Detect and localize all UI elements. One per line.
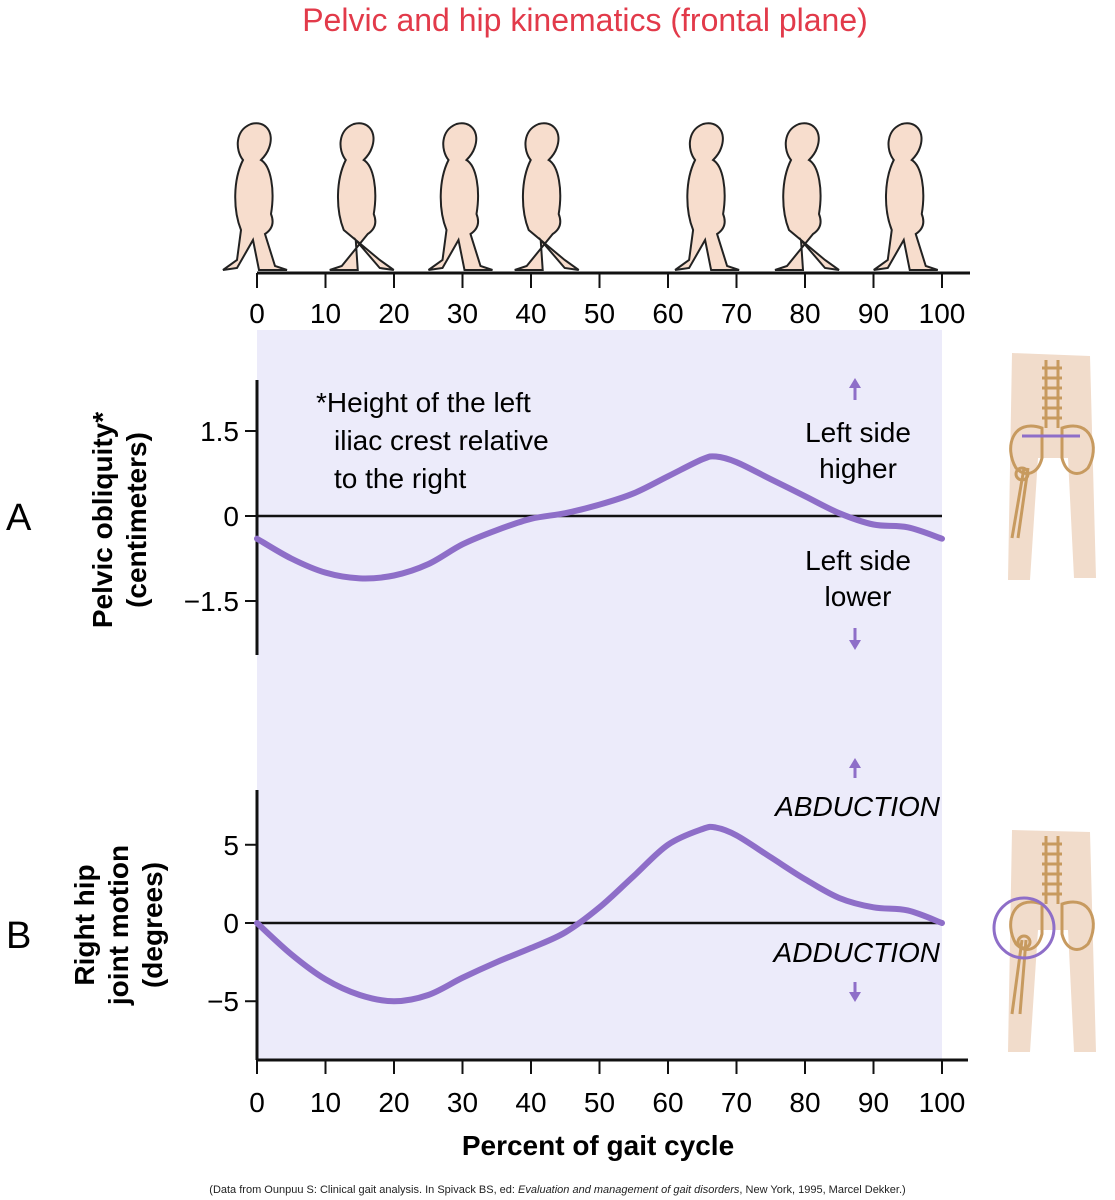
top-tick-label: 80 [789, 298, 820, 329]
panel-a-note-line2: iliac crest relative [334, 425, 549, 456]
panel-b-y-tick-label: 5 [223, 830, 239, 861]
panel-a-y-tick-label: 0 [223, 501, 239, 532]
chart-background-band [257, 330, 942, 1060]
top-tick-label: 60 [652, 298, 683, 329]
top-x-axis: 0 10 20 30 40 50 60 70 80 90 100 [249, 271, 970, 329]
bottom-x-axis: Percent of gait cycle 0 10 20 30 40 50 60 70 80 9… [249, 1058, 968, 1161]
bottom-tick-label: 20 [378, 1087, 409, 1118]
panel-a-note-line1: *Height of the left [316, 387, 531, 418]
arrow-down-icon [849, 982, 861, 1002]
top-tick-label: 20 [378, 298, 409, 329]
hip-joint-circle-icon [992, 830, 1096, 1052]
bottom-tick-label: 80 [789, 1087, 820, 1118]
panel-a-pelvic-obliquity: A Pelvic obliquity* (centimeters) *Heigh… [6, 378, 945, 655]
adduction-label: ADDUCTION [772, 937, 941, 968]
walking-figure-body [427, 122, 493, 271]
top-tick-label: 70 [721, 298, 752, 329]
bottom-tick-label: 10 [310, 1087, 341, 1118]
panel-a-ylabel-line2: (centimeters) [121, 432, 152, 608]
panel-a-curve [254, 453, 945, 582]
top-tick-label: 10 [310, 298, 341, 329]
bottom-tick-label: 40 [515, 1087, 546, 1118]
panel-a-y-tick-label: −1.5 [184, 586, 239, 617]
walking-figure-body [329, 122, 395, 271]
panel-b-ylabel-line3: (degrees) [137, 862, 168, 988]
left-side-higher-line2: higher [819, 453, 897, 484]
bottom-tick-label: 70 [721, 1087, 752, 1118]
panel-a-y-tick-label: 1.5 [200, 416, 239, 447]
source-caption: (Data from Ounpuu S: Clinical gait analy… [0, 1184, 1115, 1196]
bottom-tick-label: 100 [919, 1087, 966, 1118]
top-tick-label: 50 [584, 298, 615, 329]
panel-a-letter: A [6, 497, 32, 539]
caption-part2: , New York, 1995, Marcel Dekker.) [739, 1184, 906, 1196]
top-tick-label: 30 [447, 298, 478, 329]
arrow-down-icon [849, 628, 861, 650]
panel-a-note-line3: to the right [334, 463, 467, 494]
panel-b-y-tick-label: 0 [223, 908, 239, 939]
top-tick-label: 0 [249, 298, 265, 329]
walking-figure-body [674, 122, 740, 271]
panel-b-letter: B [6, 915, 31, 957]
walking-figure-icon [774, 122, 840, 271]
walking-figure-body [222, 122, 288, 271]
left-side-lower-line2: lower [825, 581, 892, 612]
arrow-up-icon [849, 378, 861, 400]
figure-title: Pelvic and hip kinematics (frontal plane… [302, 2, 868, 38]
left-side-higher-line1: Left side [805, 417, 911, 448]
panel-b-curve [254, 823, 945, 1005]
bottom-tick-label: 0 [249, 1087, 265, 1118]
walking-figure-icon [873, 122, 939, 271]
walking-figure-icon [674, 122, 740, 271]
arrow-up-icon [849, 758, 861, 778]
walking-figure-icon [514, 122, 580, 271]
panel-b-ylabel-line2: joint motion [103, 845, 134, 1006]
top-tick-label: 40 [515, 298, 546, 329]
abduction-label: ABDUCTION [773, 791, 941, 822]
walking-figure-body [774, 122, 840, 271]
top-tick-label: 90 [858, 298, 889, 329]
walking-figures-strip [222, 122, 939, 271]
walking-figure-icon [222, 122, 288, 271]
walking-figure-icon [427, 122, 493, 271]
panel-b-hip-motion: B Right hip joint motion (degrees) ABDUC… [6, 758, 945, 1060]
bottom-tick-label: 60 [652, 1087, 683, 1118]
pelvis-skeleton-icon [1008, 353, 1096, 580]
panel-b-ylabel-line1: Right hip [69, 864, 100, 985]
panel-a-ylabel-line1: Pelvic obliquity* [87, 412, 118, 628]
panel-b-y-tick-label: −5 [207, 986, 239, 1017]
x-axis-label: Percent of gait cycle [462, 1130, 734, 1161]
caption-part1: (Data from Ounpuu S: Clinical gait analy… [209, 1184, 519, 1196]
bottom-tick-label: 50 [584, 1087, 615, 1118]
bottom-tick-label: 30 [447, 1087, 478, 1118]
walking-figure-body [873, 122, 939, 271]
walking-figure-icon [329, 122, 395, 271]
walking-figure-body [514, 122, 580, 271]
bottom-tick-label: 90 [858, 1087, 889, 1118]
top-tick-label: 100 [919, 298, 966, 329]
caption-italic: Evaluation and management of gait disord… [518, 1184, 740, 1196]
left-side-lower-line1: Left side [805, 545, 911, 576]
